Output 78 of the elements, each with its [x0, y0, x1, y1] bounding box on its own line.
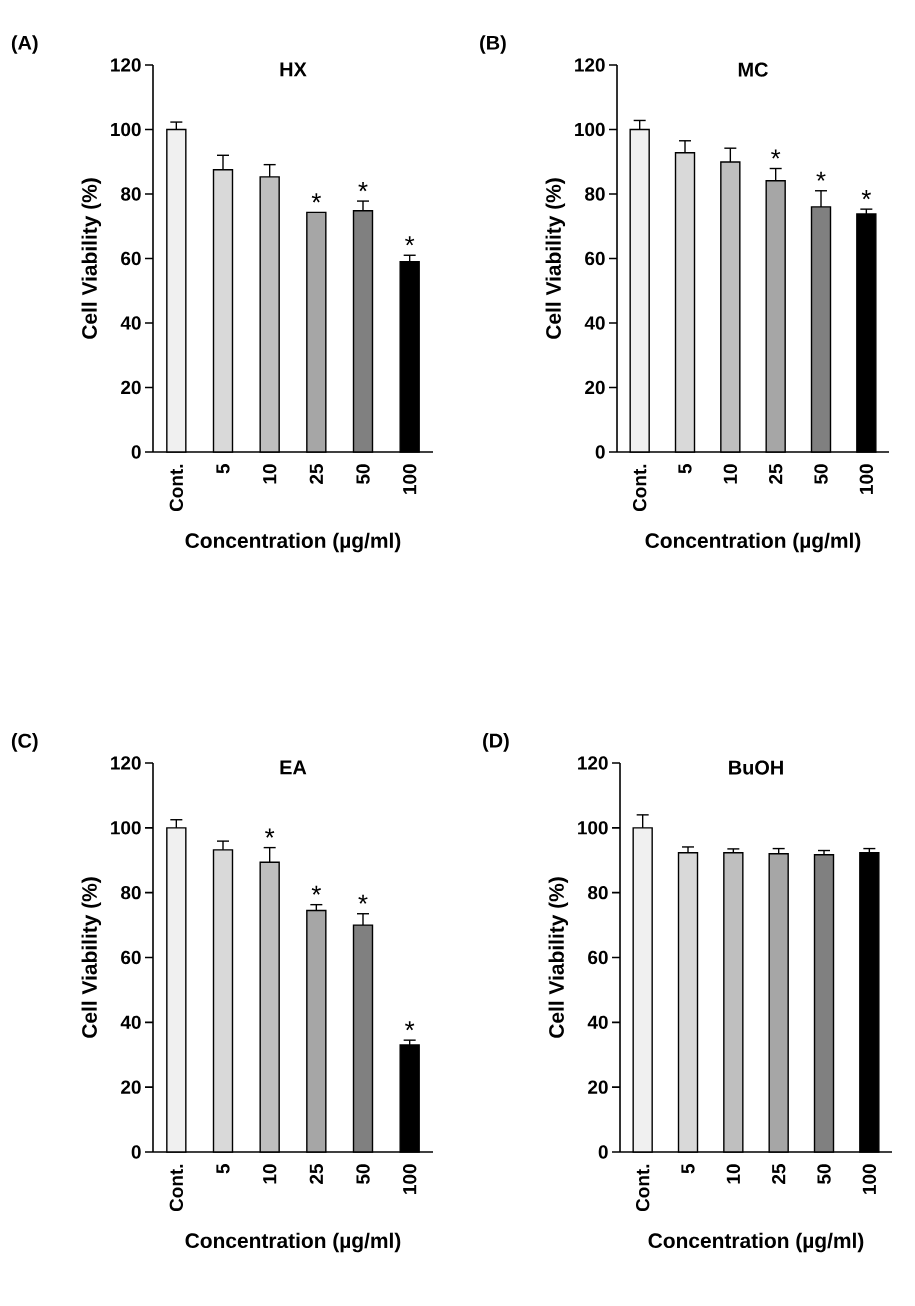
x-tick-label: 50	[814, 464, 828, 484]
y-tick-label: 0	[595, 445, 605, 459]
annotation: *	[358, 182, 368, 192]
x-axis-title: Concentration (µg/ml)	[648, 1232, 864, 1253]
x-tick-label: 100	[859, 464, 874, 494]
chart-title: EA	[280, 760, 307, 775]
x-tick-label: 25	[771, 1164, 786, 1184]
x-axis-title: Concentration (µg/ml)	[185, 1232, 401, 1253]
x-tick-label: Cont.	[169, 464, 184, 512]
annotation: *	[265, 828, 275, 838]
annotation: *	[861, 190, 871, 200]
y-tick-label: 100	[111, 821, 141, 835]
x-tick-label: 10	[726, 1164, 741, 1184]
annotation: *	[358, 894, 368, 904]
y-tick-label: 80	[121, 187, 141, 201]
x-tick-label: 10	[262, 464, 277, 484]
y-tick-label: 20	[121, 1080, 141, 1094]
x-tick-label: Cont.	[169, 1164, 184, 1212]
x-axis-title: Concentration (µg/ml)	[185, 532, 401, 553]
y-tick-label: 80	[588, 885, 608, 900]
y-tick-label: 100	[111, 122, 141, 137]
y-tick-label: 120	[578, 756, 608, 770]
y-tick-label: 20	[585, 380, 605, 395]
annotation: *	[771, 149, 781, 159]
y-tick-label: 60	[121, 950, 141, 965]
x-tick-label: 5	[678, 464, 692, 474]
x-tick-label: 10	[723, 464, 738, 484]
y-tick-label: 60	[585, 251, 605, 266]
x-axis-title: Concentration (µg/ml)	[645, 532, 861, 553]
y-tick-label: 120	[111, 756, 141, 770]
x-tick-label: 25	[768, 464, 783, 484]
chart-title: MC	[738, 62, 768, 77]
x-tick-label: Cont.	[635, 1164, 650, 1212]
y-tick-label: 20	[588, 1080, 608, 1094]
y-tick-label: 40	[120, 1015, 141, 1030]
annotation: *	[405, 1021, 415, 1031]
y-tick-label: 0	[598, 1145, 608, 1159]
chart-title: BuOH	[729, 760, 783, 775]
x-tick-label: 5	[681, 1164, 695, 1174]
x-tick-label: Cont.	[632, 464, 647, 512]
y-tick-label: 0	[131, 445, 141, 459]
y-axis-title: Cell Viability (%)	[81, 178, 102, 339]
text: (D)	[483, 733, 509, 752]
y-axis-title: Cell Viability (%)	[81, 877, 102, 1038]
x-tick-label: 100	[862, 1164, 877, 1194]
x-tick-label: 5	[216, 1164, 230, 1174]
x-tick-label: 100	[402, 1164, 417, 1194]
y-tick-label: 100	[578, 821, 608, 835]
annotation: *	[311, 885, 321, 895]
y-tick-label: 60	[121, 251, 141, 266]
y-tick-label: 100	[575, 122, 605, 137]
x-tick-label: 50	[817, 1164, 831, 1184]
annotation: *	[405, 236, 415, 246]
x-tick-label: 50	[356, 464, 370, 484]
annotation: *	[816, 171, 826, 181]
y-tick-label: 120	[575, 58, 605, 72]
x-tick-label: 10	[262, 1164, 277, 1184]
y-tick-label: 80	[585, 187, 605, 201]
y-tick-label: 0	[131, 1145, 141, 1159]
y-axis-title: Cell Viability (%)	[545, 178, 566, 339]
text: (A)	[11, 35, 38, 54]
chart-title: HX	[280, 62, 307, 77]
y-tick-label: 40	[584, 316, 605, 330]
y-tick-label: 40	[120, 316, 141, 330]
x-tick-label: 25	[309, 1164, 324, 1184]
annotation: *	[311, 193, 321, 203]
x-tick-label: 50	[356, 1164, 370, 1184]
y-tick-label: 80	[121, 885, 141, 900]
x-tick-label: 25	[309, 464, 324, 484]
text: (B)	[480, 35, 506, 54]
y-tick-label: 40	[587, 1015, 608, 1030]
y-tick-label: 20	[121, 380, 141, 395]
y-tick-label: 120	[111, 58, 141, 72]
y-tick-label: 60	[588, 950, 608, 965]
y-axis-title: Cell Viability (%)	[548, 877, 569, 1038]
x-tick-label: 5	[216, 464, 230, 474]
x-tick-label: 100	[402, 464, 417, 494]
text: (C)	[11, 733, 38, 752]
